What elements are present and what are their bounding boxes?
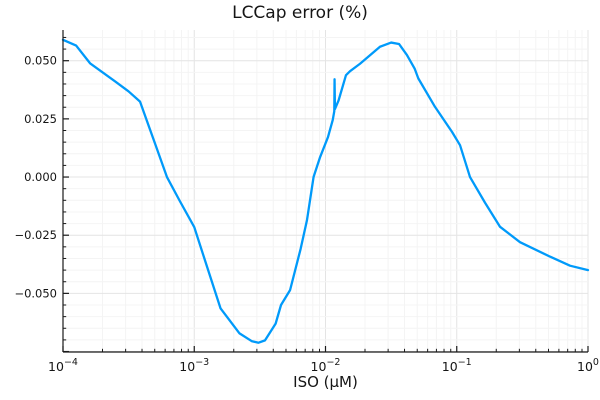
error-curve [61,38,590,344]
x-tick-label: 10−3 [179,357,209,374]
x-tick-label: 10−1 [442,357,472,374]
y-tick-label: −0.050 [14,286,57,300]
x-tick-label: 100 [577,357,599,374]
y-tick-label: −0.025 [14,228,57,242]
y-tick-label: 0.050 [24,54,57,68]
y-tick-label: 0.025 [24,112,57,126]
chart-title: LCCap error (%) [232,3,368,23]
y-tick-label: 0.000 [24,170,57,184]
x-tick-label: 10−4 [48,357,78,374]
x-tick-label: 10−2 [311,357,341,374]
x-axis-label: ISO (μM) [293,373,358,391]
